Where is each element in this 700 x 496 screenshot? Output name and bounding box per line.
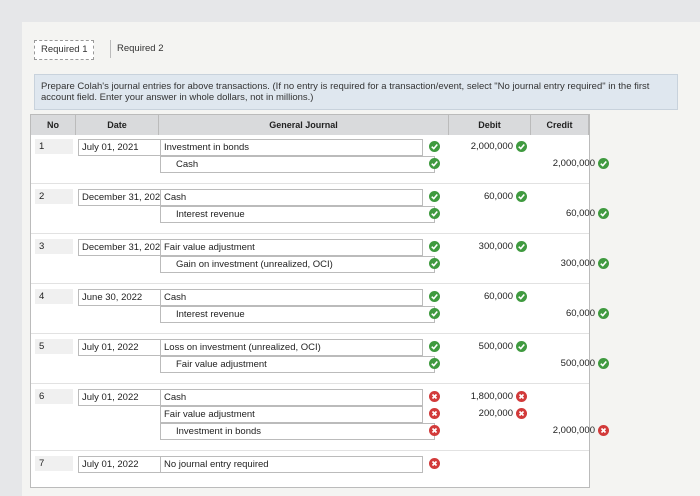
amount-field[interactable]: 2,000,000 xyxy=(552,158,595,169)
date-field[interactable]: December 31, 202 xyxy=(78,189,163,206)
row-separator xyxy=(31,333,589,334)
column-header: No xyxy=(31,115,76,135)
account-field[interactable]: Investment in bonds xyxy=(160,423,435,440)
check-icon xyxy=(516,191,527,202)
account-field[interactable]: Investment in bonds xyxy=(160,139,423,156)
error-icon xyxy=(516,391,527,402)
check-icon xyxy=(516,291,527,302)
check-icon xyxy=(598,208,609,219)
entry-number: 7 xyxy=(35,456,73,471)
account-field[interactable]: Fair value adjustment xyxy=(160,406,423,423)
date-field[interactable]: July 01, 2022 xyxy=(78,389,163,406)
check-icon xyxy=(429,308,440,319)
column-header: Date xyxy=(76,115,159,135)
amount-field[interactable]: 60,000 xyxy=(483,291,513,302)
amount-field[interactable]: 200,000 xyxy=(478,408,513,419)
row-separator xyxy=(31,450,589,451)
column-header: Debit xyxy=(449,115,531,135)
row-separator xyxy=(31,383,589,384)
error-icon xyxy=(429,391,440,402)
check-icon xyxy=(516,241,527,252)
account-field[interactable]: Cash xyxy=(160,289,423,306)
check-icon xyxy=(429,208,440,219)
check-icon xyxy=(516,341,527,352)
date-field[interactable]: July 01, 2021 xyxy=(78,139,163,156)
check-icon xyxy=(429,241,440,252)
amount-field[interactable]: 500,000 xyxy=(478,341,513,352)
amount-field[interactable]: 60,000 xyxy=(483,191,513,202)
account-field[interactable]: Cash xyxy=(160,156,435,173)
date-field[interactable]: June 30, 2022 xyxy=(78,289,163,306)
account-field[interactable]: Fair value adjustment xyxy=(160,239,423,256)
check-icon xyxy=(598,308,609,319)
error-icon xyxy=(598,425,609,436)
check-icon xyxy=(598,358,609,369)
error-icon xyxy=(429,408,440,419)
amount-field[interactable]: 1,800,000 xyxy=(470,391,513,402)
instructions: Prepare Colah's journal entries for abov… xyxy=(34,74,678,110)
entry-number: 4 xyxy=(35,289,73,304)
account-field[interactable]: Interest revenue xyxy=(160,306,435,323)
journal-table: No Date General Journal Debit Credit 1 July 01… xyxy=(30,114,609,488)
panel: Required 1 Required 2 Prepare Colah's jo… xyxy=(22,22,700,496)
check-icon xyxy=(429,191,440,202)
check-icon xyxy=(429,158,440,169)
account-field[interactable]: Cash xyxy=(160,189,423,206)
column-header: Credit xyxy=(531,115,589,135)
error-icon xyxy=(429,458,440,469)
amount-field[interactable]: 500,000 xyxy=(560,358,595,369)
check-icon xyxy=(429,258,440,269)
entry-number: 3 xyxy=(35,239,73,254)
account-field[interactable]: Cash xyxy=(160,389,423,406)
error-icon xyxy=(429,425,440,436)
date-field[interactable]: July 01, 2022 xyxy=(78,339,163,356)
account-field[interactable]: Loss on investment (unrealized, OCI) xyxy=(160,339,423,356)
entry-number: 2 xyxy=(35,189,73,204)
amount-field[interactable]: 300,000 xyxy=(560,258,595,269)
account-field[interactable]: Interest revenue xyxy=(160,206,435,223)
check-icon xyxy=(598,158,609,169)
column-header: General Journal xyxy=(159,115,449,135)
row-separator xyxy=(31,283,589,284)
check-icon xyxy=(429,358,440,369)
entry-number: 5 xyxy=(35,339,73,354)
check-icon xyxy=(429,341,440,352)
account-field[interactable]: Fair value adjustment xyxy=(160,356,435,373)
account-field[interactable]: No journal entry required xyxy=(160,456,423,473)
amount-field[interactable]: 60,000 xyxy=(565,308,595,319)
check-icon xyxy=(429,141,440,152)
check-icon xyxy=(429,291,440,302)
date-field[interactable]: December 31, 202 xyxy=(78,239,163,256)
row-separator xyxy=(31,183,589,184)
amount-field[interactable]: 300,000 xyxy=(478,241,513,252)
amount-field[interactable]: 2,000,000 xyxy=(470,141,513,152)
error-icon xyxy=(516,408,527,419)
tab[interactable]: Required 2 xyxy=(110,40,169,58)
check-icon xyxy=(598,258,609,269)
entry-number: 1 xyxy=(35,139,73,154)
amount-field[interactable]: 2,000,000 xyxy=(552,425,595,436)
date-field[interactable]: July 01, 2022 xyxy=(78,456,163,473)
amount-field[interactable]: 60,000 xyxy=(565,208,595,219)
check-icon xyxy=(516,141,527,152)
account-field[interactable]: Gain on investment (unrealized, OCI) xyxy=(160,256,435,273)
tab[interactable]: Required 1 xyxy=(34,40,95,60)
row-separator xyxy=(31,233,589,234)
entry-number: 6 xyxy=(35,389,73,404)
